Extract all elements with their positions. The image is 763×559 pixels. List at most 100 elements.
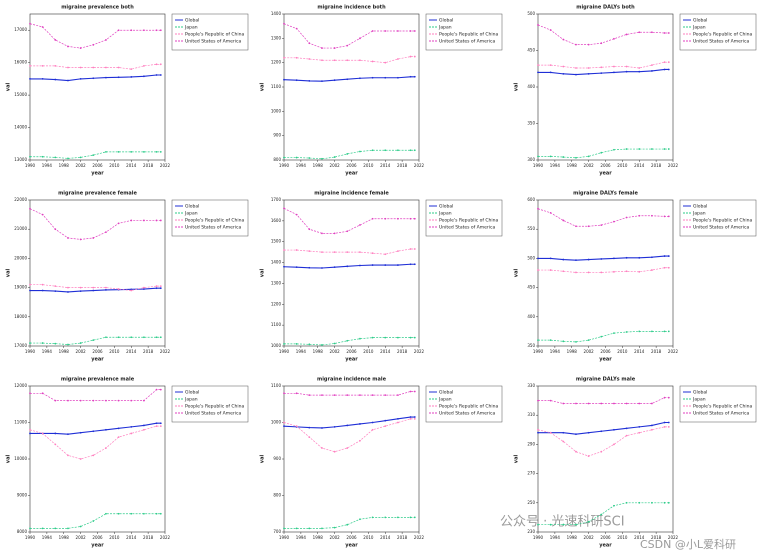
series-line [30, 513, 161, 529]
data-point [397, 76, 399, 79]
y-tick-label: 900 [273, 456, 281, 461]
data-point [308, 266, 311, 269]
data-point [283, 78, 285, 81]
data-point [321, 344, 323, 346]
legend-label: United States of America [439, 225, 495, 231]
data-point [333, 59, 336, 62]
data-point [409, 55, 412, 58]
data-point [371, 30, 374, 32]
data-point [92, 454, 95, 457]
data-point [587, 72, 590, 75]
data-point [295, 156, 298, 159]
data-point [41, 342, 44, 344]
data-point [397, 58, 399, 60]
data-point [159, 388, 162, 391]
data-point [283, 22, 285, 25]
data-point [638, 402, 641, 405]
data-point [371, 217, 374, 220]
chart-title: migraine DALYs male [576, 377, 636, 383]
data-point [117, 150, 120, 153]
x-tick-label: 2002 [76, 163, 87, 168]
data-point [651, 402, 653, 405]
x-tick-label: 2022 [668, 163, 679, 168]
data-point [79, 156, 82, 159]
data-point [384, 336, 387, 339]
x-tick-label: 2006 [92, 535, 103, 540]
data-point [651, 214, 653, 217]
data-point [283, 156, 285, 159]
data-point [613, 71, 615, 74]
data-point [667, 425, 670, 428]
data-point [333, 526, 336, 529]
data-point [130, 289, 133, 292]
x-tick-label: 2006 [92, 349, 103, 354]
data-point [575, 156, 577, 159]
chart-panel: migraine prevalence female 17000 18000 1900… [6, 191, 249, 363]
data-point [413, 149, 416, 152]
y-tick-label: 1600 [271, 218, 282, 223]
data-point [67, 237, 69, 239]
series-line [30, 284, 161, 291]
data-point [283, 265, 285, 268]
legend-label: Japan [184, 211, 198, 217]
data-point [130, 76, 133, 78]
data-point [384, 394, 387, 397]
data-point [130, 425, 133, 428]
x-tick-label: 2010 [617, 163, 628, 168]
x-tick-label: 2010 [109, 535, 120, 540]
data-point [638, 425, 641, 428]
data-point [384, 425, 387, 428]
data-point [663, 61, 666, 64]
data-point [359, 337, 361, 340]
y-tick-label: 450 [527, 48, 535, 53]
data-point [537, 431, 539, 434]
data-point [549, 399, 552, 402]
data-point [29, 155, 31, 158]
data-point [575, 259, 577, 262]
data-point [67, 399, 69, 402]
y-tick-label: 17000 [14, 27, 27, 32]
data-point [67, 291, 69, 293]
data-point [41, 213, 44, 216]
data-point [41, 392, 44, 395]
y-tick-label: 1200 [271, 60, 282, 65]
x-axis-label: year [599, 543, 612, 549]
data-point [92, 66, 95, 69]
data-point [117, 436, 120, 438]
data-point [537, 523, 539, 526]
x-tick-label: 1994 [42, 535, 53, 540]
data-point [663, 148, 666, 150]
data-point [638, 256, 641, 259]
series-line [283, 76, 415, 82]
data-point [625, 256, 628, 259]
data-point [587, 258, 590, 261]
data-point [549, 257, 552, 260]
data-point [155, 219, 158, 222]
data-point [359, 251, 361, 254]
data-point [359, 37, 361, 40]
x-tick-label: 2006 [92, 163, 103, 168]
y-tick-label: 8000 [17, 529, 28, 534]
data-point [29, 342, 31, 344]
x-tick-label: 2014 [634, 535, 645, 540]
data-point [663, 396, 666, 399]
x-tick-label: 2002 [76, 349, 87, 354]
x-tick-label: 2022 [414, 349, 425, 354]
data-point [54, 399, 57, 402]
legend-label: Japan [692, 211, 706, 217]
data-point [29, 283, 31, 286]
data-point [409, 248, 412, 250]
data-point [613, 37, 615, 40]
data-point [638, 270, 641, 273]
series-line [538, 397, 669, 404]
data-point [308, 58, 311, 60]
x-tick-label: 2002 [584, 349, 595, 354]
data-point [333, 266, 336, 269]
data-point [651, 64, 653, 66]
data-point [159, 150, 162, 153]
x-tick-label: 1990 [533, 535, 544, 540]
data-point [54, 432, 57, 435]
data-point [397, 264, 399, 266]
data-point [346, 230, 349, 233]
